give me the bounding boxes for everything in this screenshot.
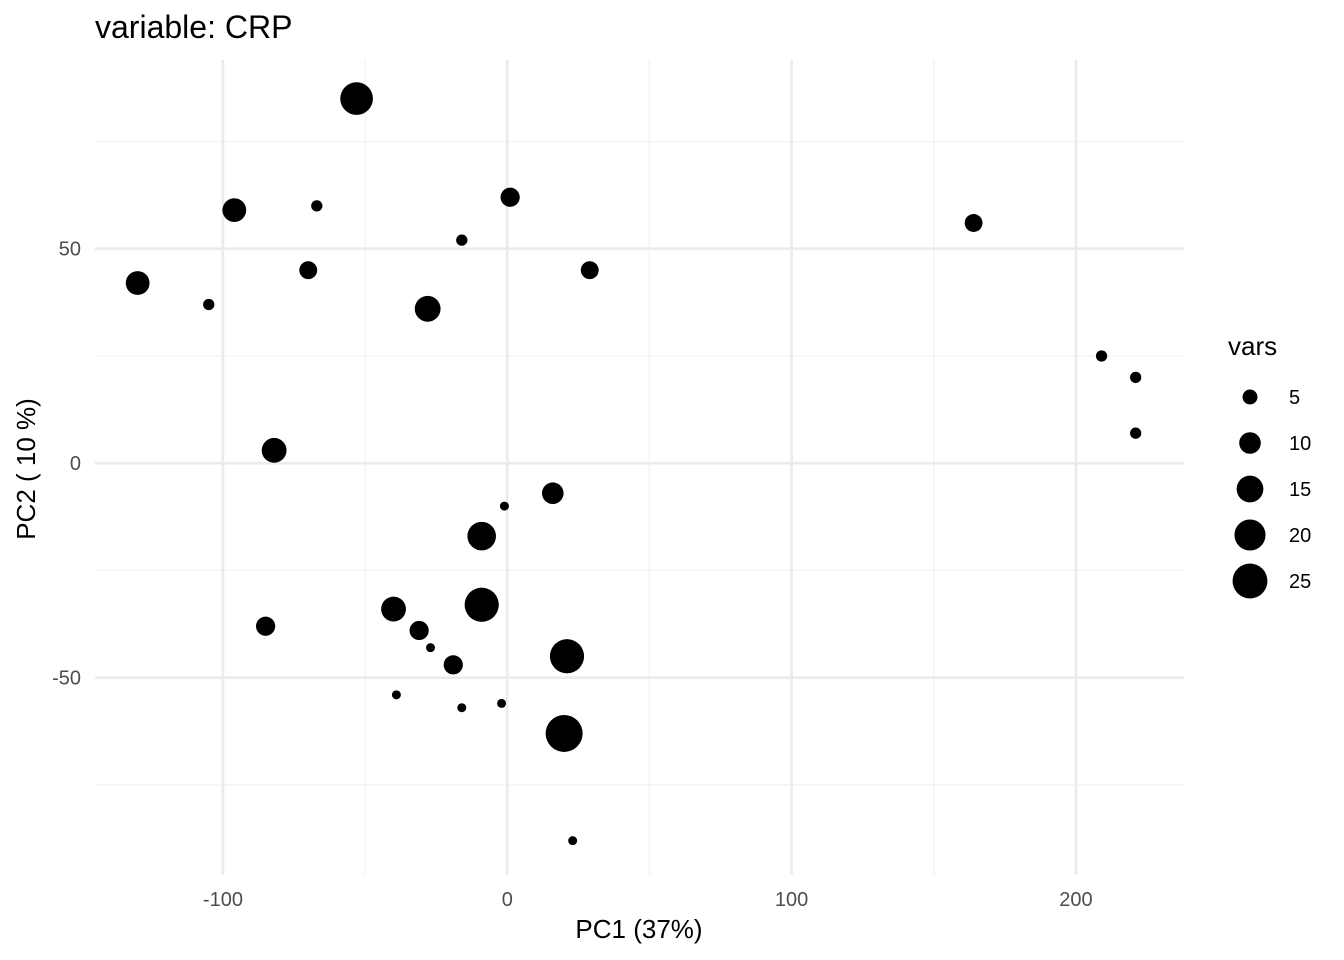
data-points [125, 82, 1142, 846]
data-point [340, 82, 373, 115]
data-point [203, 298, 215, 311]
data-point [311, 200, 323, 212]
data-point [464, 587, 499, 622]
legend-label: 15 [1289, 479, 1311, 501]
legend-key-circle [1242, 389, 1258, 405]
y-tick-label: -50 [52, 668, 81, 690]
y-axis-ticks: -50 0 50 [52, 239, 81, 690]
data-point [1130, 371, 1142, 384]
data-point [443, 655, 463, 675]
data-point [457, 703, 467, 713]
data-point [381, 596, 406, 622]
data-point [541, 482, 564, 505]
data-point [426, 643, 436, 653]
y-axis-title: PC2 ( 10 %) [11, 398, 41, 540]
data-point [456, 234, 468, 246]
data-point [499, 501, 509, 511]
legend-label: 20 [1289, 525, 1311, 547]
legend-key-circle [1236, 475, 1264, 503]
data-point [1130, 427, 1142, 439]
x-axis-ticks: -100 0 100 200 [203, 889, 1093, 911]
legend-label: 5 [1289, 387, 1300, 409]
legend-key-circle [1239, 432, 1261, 454]
x-tick-label: 100 [775, 889, 808, 911]
data-point [409, 620, 429, 641]
data-point [1095, 350, 1108, 362]
data-point [125, 271, 150, 295]
x-tick-label: 200 [1059, 889, 1092, 911]
y-tick-label: 0 [70, 453, 81, 475]
size-legend: vars 5 10 15 20 25 [1228, 331, 1311, 599]
x-axis-title: PC1 (37%) [575, 914, 702, 944]
chart-title: variable: CRP [95, 9, 292, 45]
legend-title: vars [1228, 331, 1277, 361]
data-point [414, 295, 441, 322]
data-point [255, 616, 276, 636]
legend-key-circle [1234, 519, 1266, 551]
legend-label: 10 [1289, 433, 1311, 455]
x-tick-label: 0 [502, 889, 513, 911]
data-point [467, 521, 496, 551]
legend-label: 25 [1289, 571, 1311, 593]
data-point [391, 690, 401, 700]
data-point [222, 198, 247, 223]
data-point [545, 714, 583, 752]
data-point [497, 698, 507, 708]
legend-key-circle [1232, 563, 1268, 599]
data-point [299, 261, 318, 280]
data-point [964, 214, 983, 232]
data-point [549, 639, 585, 674]
data-point [580, 261, 599, 280]
x-tick-label: -100 [203, 889, 243, 911]
y-tick-label: 50 [59, 239, 81, 261]
data-point [500, 187, 520, 207]
legend-items: 5 10 15 20 25 [1232, 387, 1311, 599]
data-point [261, 437, 287, 463]
gridlines [95, 60, 1184, 875]
data-point [568, 836, 578, 846]
